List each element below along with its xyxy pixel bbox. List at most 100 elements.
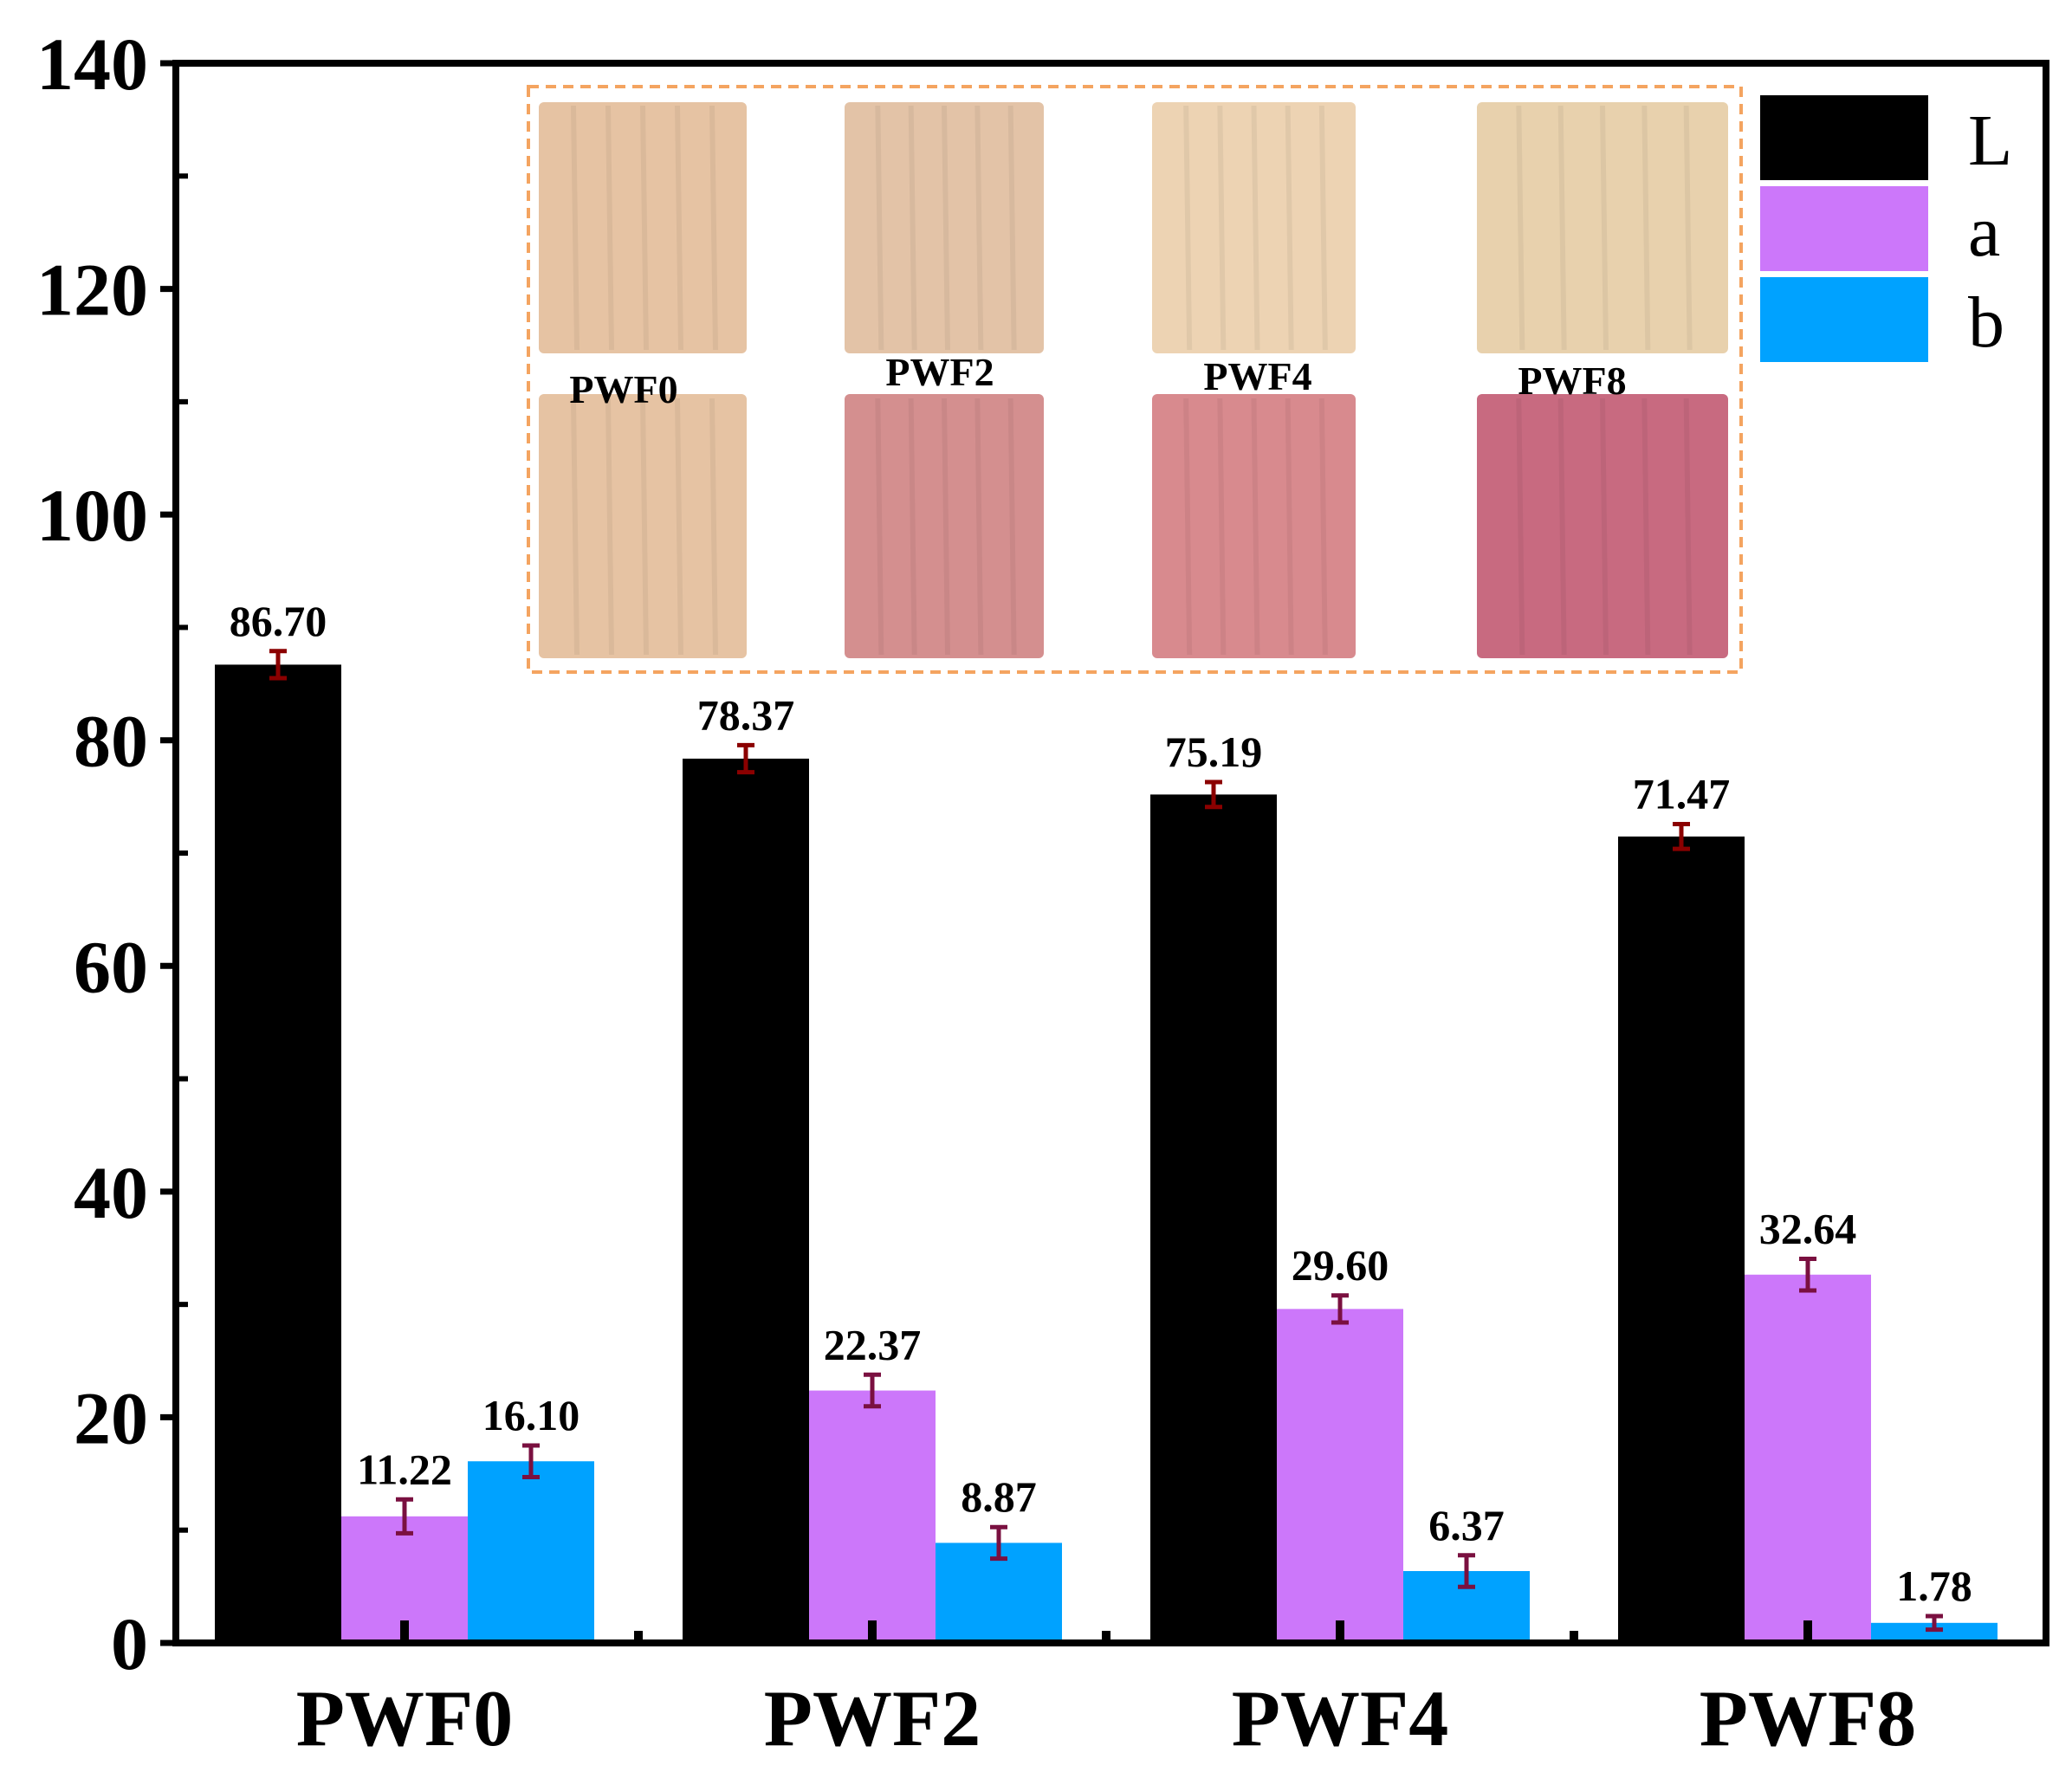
y-tick-label: 140	[36, 23, 148, 106]
wood-grain-line	[1641, 105, 1651, 351]
wood-grain-line	[1183, 105, 1193, 351]
error-bars-group	[269, 649, 1943, 1633]
sample-label-pwf2: PWF2	[885, 350, 994, 394]
sample-photo-bottom-pwf8	[1477, 394, 1728, 658]
wood-grain-line	[1557, 105, 1567, 351]
y-tick-label: 80	[74, 700, 148, 783]
error-bar-b-pwf8	[1926, 1614, 1943, 1633]
bar-b-pwf0	[468, 1461, 594, 1643]
wood-grain-line	[1251, 398, 1260, 656]
bar-L-pwf4	[1150, 794, 1277, 1643]
wood-grain-line	[942, 105, 950, 351]
wood-grain-line	[640, 398, 649, 656]
legend-label-a: a	[1968, 191, 2000, 272]
sample-photo-top-pwf2	[845, 102, 1044, 353]
wood-grain-line	[1285, 398, 1294, 656]
wood-grain-line	[908, 398, 917, 656]
wood-grain-line	[1600, 398, 1609, 656]
y-tick-label: 40	[74, 1151, 148, 1234]
wood-grain-line	[1600, 105, 1609, 351]
wood-grain-line	[571, 398, 580, 656]
sample-label-pwf8: PWF8	[1518, 359, 1626, 403]
legend: Lab	[1760, 95, 2012, 363]
error-bar-L-pwf8	[1673, 822, 1690, 851]
bars-group	[215, 664, 1998, 1643]
x-category-label-pwf8: PWF8	[1700, 1674, 1916, 1762]
error-bar-b-pwf4	[1458, 1553, 1475, 1589]
y-tick-label: 120	[36, 249, 148, 332]
data-label-L-pwf0: 86.70	[230, 597, 327, 645]
wood-grain-line	[974, 105, 984, 351]
wood-grain-line	[1007, 398, 1017, 656]
sample-label-pwf0: PWF0	[569, 367, 677, 411]
wood-grain-line	[1683, 105, 1693, 351]
data-labels-group: 86.70 78.37 75.19 71.47 11.22 22.37 29.60 32.64…	[230, 597, 1972, 1610]
wood-grain-line	[1516, 398, 1525, 656]
bar-L-pwf8	[1618, 836, 1745, 1643]
error-bar-a-pwf8	[1799, 1257, 1816, 1293]
error-bar-L-pwf4	[1205, 779, 1222, 810]
x-category-label-pwf4: PWF4	[1232, 1674, 1448, 1762]
wood-grain-line	[1318, 105, 1328, 351]
wood-grain-line	[640, 105, 649, 351]
sample-photo-top-pwf8	[1477, 102, 1728, 353]
legend-label-L: L	[1968, 100, 2012, 181]
sample-photo-bottom-pwf0	[539, 394, 747, 658]
wood-grain-line	[605, 105, 614, 351]
bar-a-pwf2	[809, 1390, 936, 1643]
wood-grain-line	[709, 105, 718, 351]
sample-photos-inset: PWF0 PWF2 PWF4 PWF8	[527, 85, 1743, 674]
wood-grain-line	[1516, 105, 1525, 351]
bar-a-pwf4	[1277, 1309, 1403, 1643]
y-tick-label: 60	[74, 925, 148, 1008]
legend-swatch-b	[1760, 277, 1928, 362]
data-label-b-pwf2: 8.87	[961, 1472, 1037, 1521]
wood-grain-line	[1641, 398, 1651, 656]
data-label-L-pwf8: 71.47	[1633, 770, 1731, 818]
wood-grain-line	[1683, 398, 1693, 656]
data-label-a-pwf4: 29.60	[1292, 1241, 1389, 1290]
wood-grain-line	[1557, 398, 1567, 656]
wood-grain-line	[605, 398, 614, 656]
wood-grain-line	[1251, 105, 1260, 351]
x-category-label-pwf2: PWF2	[764, 1674, 981, 1762]
data-label-a-pwf8: 32.64	[1759, 1205, 1857, 1253]
wood-grain-line	[571, 105, 580, 351]
error-bar-L-pwf2	[737, 742, 754, 775]
y-tick-label: 20	[74, 1376, 148, 1459]
data-label-a-pwf0: 11.22	[357, 1445, 452, 1493]
wood-grain-line	[675, 105, 683, 351]
wood-grain-line	[1318, 398, 1328, 656]
wood-grain-line	[974, 398, 984, 656]
y-tick-label: 0	[111, 1602, 148, 1685]
error-bar-a-pwf0	[396, 1497, 413, 1536]
legend-label-b: b	[1968, 282, 2004, 363]
y-tick-label: 100	[36, 474, 148, 557]
sample-photo-bottom-pwf2	[845, 394, 1044, 658]
data-label-L-pwf4: 75.19	[1165, 728, 1263, 776]
legend-swatch-L	[1760, 95, 1928, 180]
error-bar-a-pwf4	[1331, 1293, 1349, 1325]
wood-grain-line	[1285, 105, 1294, 351]
wood-grain-line	[1217, 398, 1227, 656]
wood-grain-line	[675, 398, 683, 656]
bar-a-pwf8	[1745, 1274, 1871, 1643]
bar-L-pwf0	[215, 664, 341, 1643]
wood-grain-line	[1183, 398, 1193, 656]
data-label-b-pwf0: 16.10	[482, 1391, 580, 1439]
error-bar-a-pwf2	[864, 1372, 881, 1409]
data-label-b-pwf4: 6.37	[1428, 1501, 1505, 1549]
sample-label-pwf4: PWF4	[1203, 354, 1311, 398]
bar-b-pwf8	[1871, 1622, 1998, 1643]
wood-grain-line	[908, 105, 917, 351]
error-bar-b-pwf0	[522, 1443, 540, 1479]
wood-grain-line	[1007, 105, 1017, 351]
wood-grain-line	[942, 398, 950, 656]
axes-group: 0 20 40 60 80 100 120 140 PWF0 PWF2 PWF4 PWF8	[36, 23, 2049, 1762]
sample-photo-top-pwf4	[1152, 102, 1356, 353]
bar-L-pwf2	[683, 758, 809, 1643]
data-label-a-pwf2: 22.37	[824, 1320, 922, 1368]
wood-grain-line	[1217, 105, 1227, 351]
wood-grain-line	[709, 398, 718, 656]
